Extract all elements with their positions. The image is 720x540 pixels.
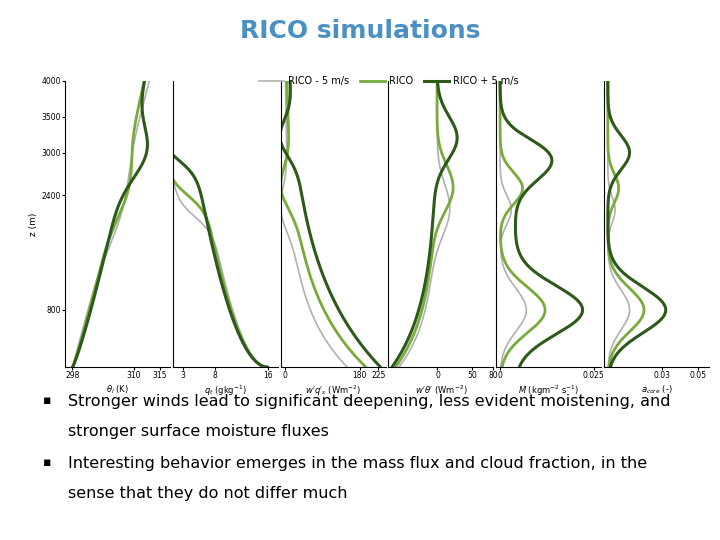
X-axis label: $M$ (kgm$^{-2}$ s$^{-1}$): $M$ (kgm$^{-2}$ s$^{-1}$) xyxy=(518,383,580,397)
Text: ▪: ▪ xyxy=(43,456,52,469)
Legend: RICO - 5 m/s, RICO, RICO + 5 m/s: RICO - 5 m/s, RICO, RICO + 5 m/s xyxy=(256,72,522,90)
Text: Interesting behavior emerges in the mass flux and cloud fraction, in the: Interesting behavior emerges in the mass… xyxy=(68,456,647,471)
Text: stronger surface moisture fluxes: stronger surface moisture fluxes xyxy=(68,424,329,439)
Text: sense that they do not differ much: sense that they do not differ much xyxy=(68,486,348,501)
Text: Stronger winds lead to significant deepening, less evident moistening, and: Stronger winds lead to significant deepe… xyxy=(68,394,671,409)
X-axis label: $\theta_l$ (K): $\theta_l$ (K) xyxy=(106,383,129,396)
X-axis label: $q_t$ (gkg$^{-1}$): $q_t$ (gkg$^{-1}$) xyxy=(204,383,246,397)
X-axis label: $a_{core}$ (-): $a_{core}$ (-) xyxy=(641,383,672,396)
Text: RICO simulations: RICO simulations xyxy=(240,19,480,43)
Y-axis label: z (m): z (m) xyxy=(30,212,38,236)
X-axis label: $w'q'_s$ (Wm$^{-2}$): $w'q'_s$ (Wm$^{-2}$) xyxy=(305,383,361,397)
X-axis label: $w'\theta'$ (Wm$^{-2}$): $w'\theta'$ (Wm$^{-2}$) xyxy=(415,383,467,396)
Text: ▪: ▪ xyxy=(43,394,52,407)
